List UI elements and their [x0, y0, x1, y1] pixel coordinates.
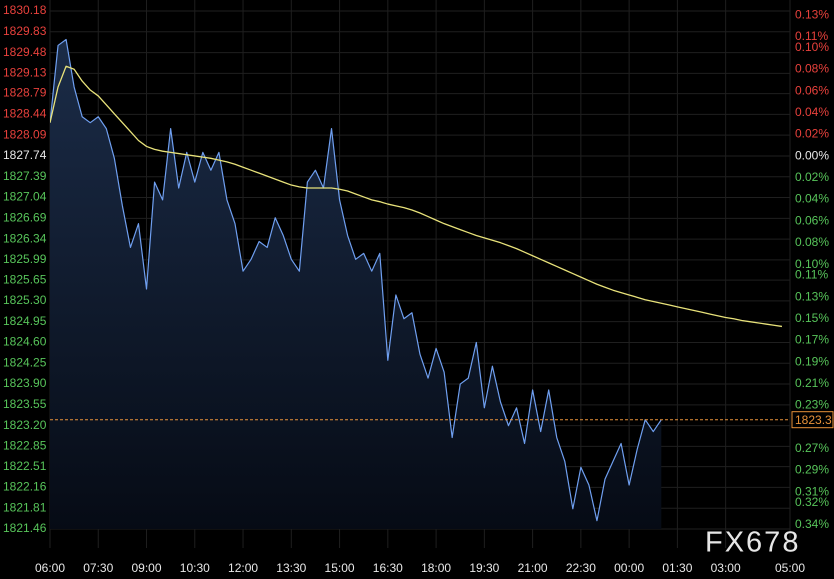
x-tick-label: 13:30 [276, 561, 306, 575]
x-tick-label: 09:00 [132, 561, 162, 575]
y2-tick-label: 0.15% [795, 311, 829, 325]
y-tick-label: 1823.90 [3, 376, 47, 390]
x-tick-label: 10:30 [180, 561, 210, 575]
y-tick-label: 1824.25 [3, 355, 47, 369]
y2-tick-label: 0.00% [795, 148, 829, 162]
average-line [50, 65, 783, 328]
y-tick-label: 1825.65 [3, 272, 47, 286]
y-tick-label: 1824.95 [3, 314, 47, 328]
y2-tick-label: 0.11% [795, 29, 828, 43]
y2-tick-label: 0.04% [795, 105, 829, 119]
y-tick-label: 1825.30 [3, 293, 47, 307]
x-tick-label: 12:00 [228, 561, 258, 575]
y-tick-label: 1826.69 [3, 210, 47, 224]
x-tick-label: 01:30 [662, 561, 692, 575]
y-tick-label: 1822.85 [3, 439, 47, 453]
x-tick-label: 00:00 [614, 561, 644, 575]
plot [50, 38, 783, 529]
y-tick-label: 1823.55 [3, 397, 47, 411]
x-tick-label: 19:30 [469, 561, 499, 575]
y2-tick-label: 0.04% [795, 192, 829, 206]
y2-tick-label: 0.10% [795, 257, 829, 271]
y-tick-label: 1821.46 [3, 521, 47, 535]
y2-tick-label: 0.08% [795, 62, 829, 76]
y2-tick-label: 0.21% [795, 376, 829, 390]
y-tick-label: 1825.99 [3, 252, 47, 266]
price-area [50, 39, 662, 529]
x-tick-label: 06:00 [35, 561, 65, 575]
last-price-tag [791, 411, 834, 429]
y2-tick-label: 0.06% [795, 213, 829, 227]
y2-tick-label: 0.06% [795, 83, 829, 97]
y-tick-label: 1827.04 [3, 190, 47, 204]
x-tick-label: 18:00 [421, 561, 451, 575]
x-tick-label: 03:00 [711, 561, 741, 575]
y2-tick-label: 0.13% [795, 8, 829, 22]
y-tick-label: 1829.13 [3, 66, 47, 80]
x-tick-label: 07:30 [83, 561, 113, 575]
x-tick-label: 15:00 [325, 561, 355, 575]
y-tick-label: 1822.51 [3, 459, 47, 473]
y2-tick-label: 0.02% [795, 127, 829, 141]
y2-tick-label: 0.17% [795, 333, 829, 347]
y2-tick-label: 0.13% [795, 289, 829, 303]
x-tick-label: 21:00 [518, 561, 548, 575]
watermark: FX678 [705, 527, 800, 559]
y2-tick-label: 0.27% [795, 441, 829, 455]
y-tick-label: 1824.60 [3, 335, 47, 349]
y-tick-label: 1823.20 [3, 418, 47, 432]
y2-tick-label: 0.29% [795, 463, 829, 477]
y2-tick-label: 0.02% [795, 170, 829, 184]
y-tick-label: 1828.79 [3, 86, 47, 100]
y2-tick-label: 0.08% [795, 235, 829, 249]
y-tick-label: 1830.18 [3, 3, 47, 17]
y-tick-label: 1828.09 [3, 127, 47, 141]
y2-tick-label: 0.31% [795, 484, 829, 498]
last-price-label: 1823.3 [795, 413, 832, 427]
y2-tick-label: 0.23% [795, 398, 829, 412]
y2-tick-label: 0.32% [795, 495, 829, 509]
x-tick-label: 05:00 [775, 561, 805, 575]
y-tick-label: 1828.44 [3, 107, 47, 121]
y-tick-label: 1829.48 [3, 45, 47, 59]
y-tick-label: 1827.74 [3, 148, 47, 162]
y2-tick-label: 0.19% [795, 354, 829, 368]
x-tick-label: 22:30 [566, 561, 596, 575]
y-tick-label: 1829.83 [3, 24, 47, 38]
x-tick-label: 16:30 [373, 561, 403, 575]
y-tick-label: 1827.39 [3, 169, 47, 183]
y-tick-label: 1826.34 [3, 231, 47, 245]
price-line [50, 38, 662, 522]
y-tick-label: 1822.16 [3, 480, 47, 494]
y2-tick-label: 0.10% [795, 40, 829, 54]
y2-tick-label: 0.34% [795, 517, 829, 531]
y-tick-label: 1821.81 [3, 500, 47, 514]
y2-tick-label: 0.11% [795, 268, 828, 282]
